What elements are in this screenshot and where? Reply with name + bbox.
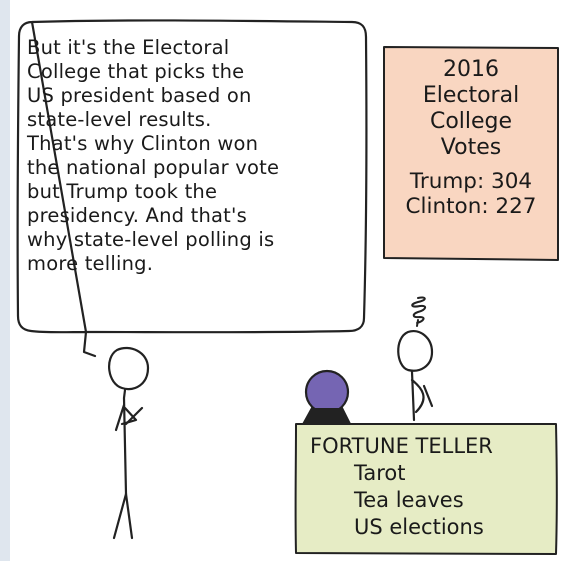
speech-line: why state-level polling is [27, 228, 275, 251]
fortune-teller-sign: FORTUNE TELLER Tarot Tea leaves US elect… [310, 433, 560, 541]
votes-title-line: Electoral [422, 83, 520, 108]
speech-bubble [16, 19, 368, 358]
speech-line: College that picks the [27, 60, 245, 83]
speech-bubble-text: But it's the Electoral College that pick… [27, 36, 357, 276]
electoral-votes-box: 2016 Electoral College Votes Trump: 304 … [387, 57, 555, 219]
speech-line: But it's the Electoral [27, 36, 230, 59]
fortune-item: Tarot [354, 461, 406, 485]
speech-line: more telling. [27, 252, 154, 275]
crystal-ball [304, 369, 350, 415]
speech-line: That's why Clinton won [27, 132, 259, 155]
votes-title-line: Votes [440, 135, 502, 160]
fortune-sign-title: FORTUNE TELLER [310, 434, 493, 458]
votes-title-line: 2016 [443, 57, 499, 82]
speech-line: presidency. And that's [27, 204, 247, 227]
fortune-sign-background [294, 423, 558, 555]
left-border-strip [0, 0, 10, 561]
votes-title-line: College [429, 109, 513, 134]
speech-line: US president based on [27, 84, 252, 107]
stick-figure-left [108, 346, 150, 540]
trump-votes: Trump: 304 [409, 169, 533, 194]
stick-figure-right [397, 296, 434, 422]
speech-line: the national popular vote [27, 156, 280, 179]
clinton-votes: Clinton: 227 [405, 194, 537, 219]
votes-box-background [383, 46, 559, 261]
speech-line: but Trump took the [27, 180, 218, 203]
fortune-item: US elections [354, 515, 484, 539]
speech-line: state-level results. [27, 108, 212, 131]
fortune-item: Tea leaves [354, 488, 464, 512]
